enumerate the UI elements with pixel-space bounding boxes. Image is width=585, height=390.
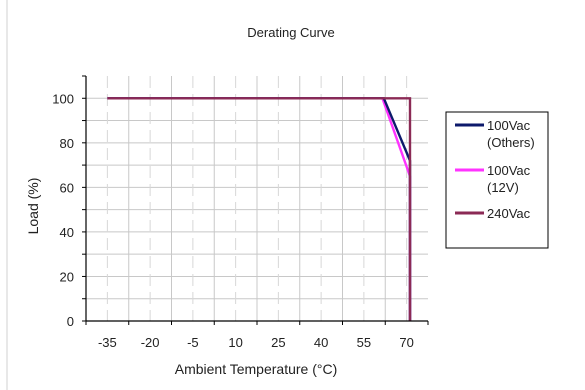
- x-tick-label: 70: [399, 335, 413, 350]
- series-line: [107, 97, 412, 321]
- x-tick-labels: -35 -20 -5 10 25 40 55 70: [98, 335, 414, 350]
- y-axis-label: Load (%): [25, 178, 41, 235]
- x-tick-label: 25: [271, 335, 285, 350]
- legend-label: (Others): [487, 135, 535, 150]
- grid: [86, 76, 428, 321]
- x-tick-label: 10: [228, 335, 242, 350]
- y-tick-label: 20: [60, 269, 74, 284]
- series-group: [107, 97, 412, 321]
- legend-label: 100Vac: [487, 163, 531, 178]
- y-tick-labels: 0 20 40 60 80 100: [52, 91, 74, 329]
- x-axis-label: Ambient Temperature (°C): [175, 361, 338, 377]
- x-tick-label: -20: [141, 335, 160, 350]
- y-tick-label: 40: [60, 225, 74, 240]
- y-tick-label: 0: [67, 314, 74, 329]
- y-tick-label: 60: [60, 180, 74, 195]
- y-tick-label: 100: [52, 91, 74, 106]
- chart-title: Derating Curve: [247, 25, 334, 40]
- x-tick-label: 55: [357, 335, 371, 350]
- legend-box: [445, 111, 549, 249]
- legend-label: 100Vac: [487, 118, 531, 133]
- y-tick-label: 80: [60, 136, 74, 151]
- x-tick-label: 40: [314, 335, 328, 350]
- x-tick-label: -5: [187, 335, 199, 350]
- legend-label: 240Vac: [487, 206, 531, 221]
- legend: 100Vac (Others) 100Vac (12V) 240Vac: [445, 111, 549, 249]
- x-tick-label: -35: [98, 335, 117, 350]
- axes: [82, 75, 429, 325]
- legend-label: (12V): [487, 180, 519, 195]
